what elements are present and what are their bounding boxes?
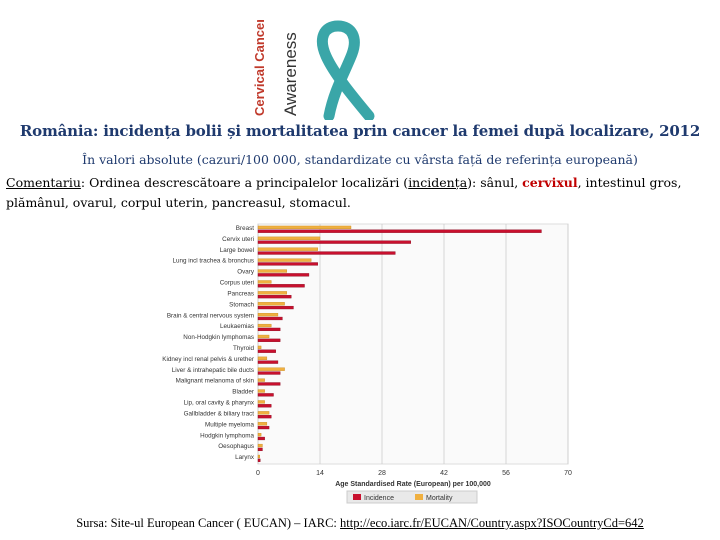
category-label: Stomach [229, 301, 254, 308]
bar-incidence [257, 284, 305, 288]
bar-mortality [257, 302, 285, 306]
x-tick-label: 0 [256, 470, 260, 477]
legend-label: Mortality [426, 495, 453, 502]
category-label: Bladder [232, 389, 254, 396]
category-label: Lip, oral cavity & pharynx [184, 400, 255, 407]
bar-mortality [257, 345, 262, 350]
bar-incidence [257, 393, 274, 397]
category-label: Ovary [237, 269, 255, 276]
category-label: Malignant melanoma of skin [176, 378, 255, 385]
bar-mortality [257, 323, 272, 328]
bar-incidence [257, 316, 283, 321]
source-text: Sursa: Site-ul European Cancer ( EUCAN) … [76, 516, 341, 530]
bar-mortality [257, 258, 312, 262]
bar-incidence [257, 458, 261, 462]
x-axis-title: Age Standardised Rate (European) per 100… [335, 481, 491, 488]
comment-incidence-word: incidența [408, 175, 468, 190]
bar-incidence [257, 447, 263, 452]
legend-box [346, 490, 478, 504]
bar-mortality [257, 356, 268, 360]
bar-mortality [257, 291, 287, 295]
bar-incidence [257, 371, 281, 375]
comment-highlight: cervixul [522, 175, 578, 190]
category-label: Breast [236, 225, 254, 232]
logo-line2: Awareness [281, 32, 300, 116]
bar-incidence [257, 349, 276, 353]
x-tick-label: 70 [564, 470, 572, 477]
bar-incidence [257, 327, 281, 332]
bar-mortality [257, 433, 262, 437]
category-label: Larynx [235, 454, 255, 461]
bar-mortality [257, 454, 260, 459]
category-label: Oesophagus [218, 443, 254, 450]
bar-mortality [257, 334, 270, 339]
page-subtitle: În valori absolute (cazuri/100 000, stan… [82, 152, 638, 167]
category-label: Large bowel [220, 247, 254, 254]
category-label: Leukaemias [220, 323, 254, 330]
category-label: Thyroid [233, 345, 254, 352]
category-label: Lung incl trachea & bronchus [172, 258, 254, 265]
cancer-bar-chart: 0 14 28 42 56 70 Breast Cervix uteri Large bowel… [162, 223, 572, 504]
bar-incidence [257, 382, 281, 386]
page-title: România: incidența bolii și mortalitatea… [19, 122, 701, 140]
comment-label: Comentariu [6, 175, 81, 190]
category-label: Corpus uteri [220, 280, 254, 287]
category-label: Hodgkin lymphoma [200, 432, 254, 439]
bar-mortality [257, 236, 321, 240]
bar-mortality [257, 400, 265, 404]
x-tick-label: 28 [378, 470, 386, 477]
category-label: Liver & intrahepatic bile ducts [172, 367, 254, 374]
bar-mortality [257, 422, 268, 426]
bar-mortality [257, 313, 279, 317]
bar-mortality [257, 378, 265, 382]
comment-paragraph: Comentariu: Ordinea descrescătoare a pri… [6, 173, 714, 213]
bar-incidence [257, 251, 396, 255]
x-tick-label: 42 [440, 470, 448, 477]
bar-incidence [257, 305, 294, 310]
ribbon-icon [317, 20, 375, 122]
bar-mortality [257, 280, 272, 284]
legend-swatch [353, 494, 361, 500]
bar-incidence [257, 360, 279, 364]
source-link[interactable]: http://eco.iarc.fr/EUCAN/Country.aspx?IS… [340, 516, 644, 530]
legend-swatch [415, 494, 423, 500]
bar-incidence [257, 295, 292, 299]
bar-incidence [257, 338, 281, 342]
category-label: Multiple myeloma [205, 421, 254, 428]
x-tick-label: 56 [502, 470, 510, 477]
logo-line1: Cervical Cancer [252, 20, 267, 116]
bar-mortality [257, 367, 285, 371]
bar-incidence [257, 404, 272, 408]
bar-incidence [257, 262, 318, 266]
category-label: Non-Hodgkin lymphomas [183, 334, 254, 341]
source-note: Sursa: Site-ul European Cancer ( EUCAN) … [0, 516, 720, 531]
x-tick-label: 14 [316, 470, 324, 477]
bar-incidence [257, 415, 272, 419]
bar-mortality [257, 269, 287, 273]
category-label: Gallbladder & biliary tract [184, 410, 255, 417]
bar-mortality [257, 389, 265, 393]
bar-incidence [257, 240, 411, 244]
category-label: Kidney incl renal pelvis & urether [162, 356, 254, 363]
cervical-cancer-awareness-logo: Cervical Cancer Awareness [234, 18, 376, 122]
bar-incidence [257, 425, 270, 430]
bar-mortality [257, 247, 318, 251]
bar-mortality [257, 443, 263, 448]
comment-text-b: ): sânul, [467, 175, 523, 190]
plot-area [257, 223, 569, 465]
bar-incidence [257, 436, 265, 441]
bar-mortality [257, 411, 270, 415]
category-label: Cervix uteri [222, 236, 254, 243]
legend-label: Incidence [364, 495, 394, 502]
comment-text-a: : Ordinea descrescătoare a principalelor… [80, 175, 409, 190]
category-label: Pancreas [227, 290, 254, 297]
category-label: Brain & central nervous system [167, 312, 254, 319]
bar-incidence [257, 273, 310, 277]
comment-text-c: , intestinul gros, plămânul, ovarul, cor… [6, 175, 682, 210]
bar-mortality [257, 225, 352, 229]
bar-incidence [257, 229, 542, 233]
